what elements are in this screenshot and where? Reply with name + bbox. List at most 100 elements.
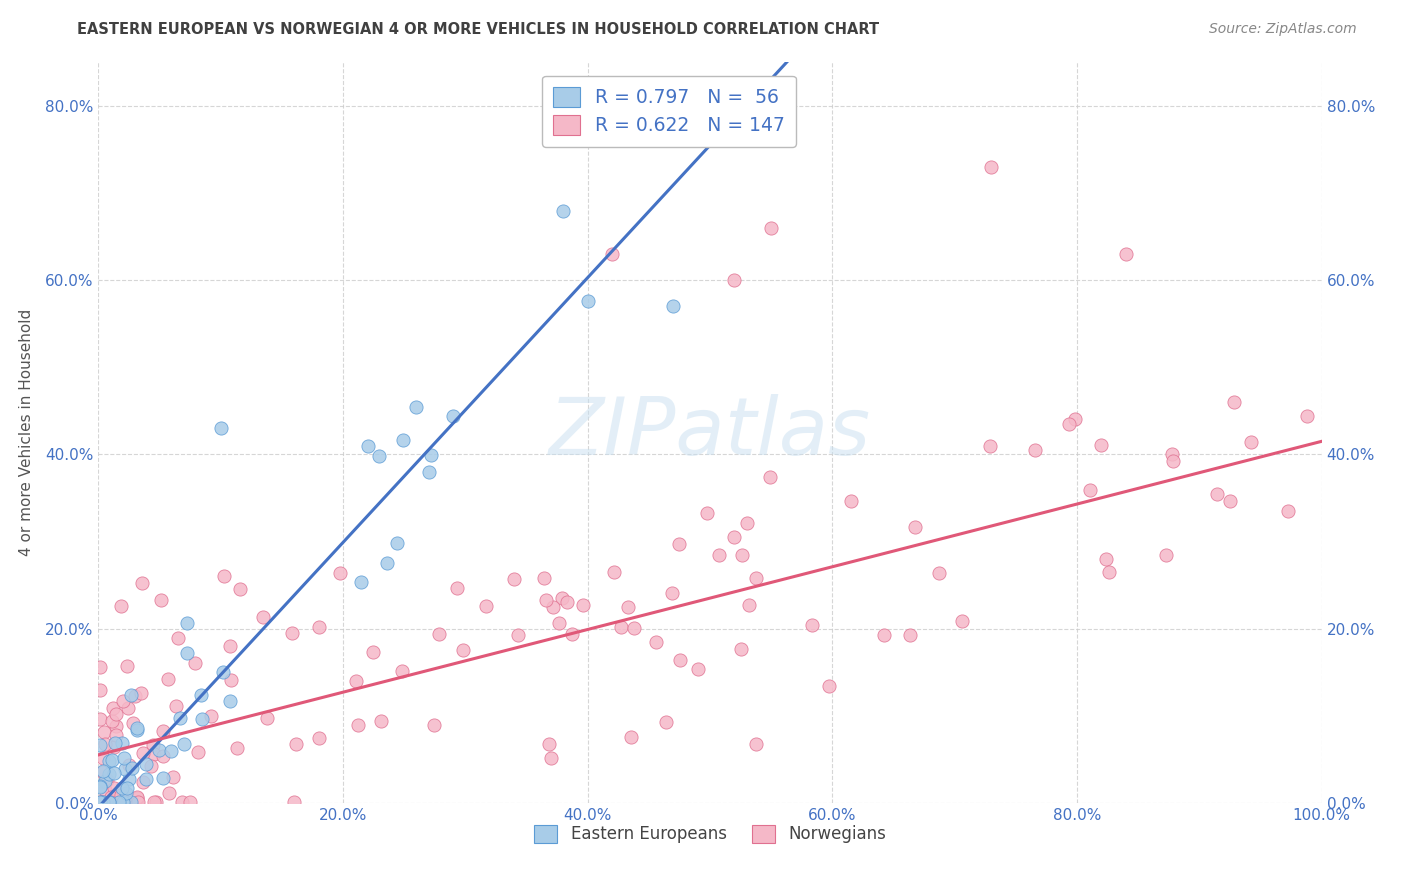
Point <box>1223 394 1246 409</box>
Text: EASTERN EUROPEAN VS NORWEGIAN 4 OR MORE VEHICLES IN HOUSEHOLD CORRELATION CHART: EASTERN EUROPEAN VS NORWEGIAN 4 OR MORE … <box>77 22 880 37</box>
Point <box>143 747 166 762</box>
Point <box>93 795 115 809</box>
Point <box>1024 442 1046 457</box>
Point <box>90 795 112 809</box>
Point <box>94 782 117 797</box>
Point <box>1057 417 1080 432</box>
Point <box>1063 411 1085 425</box>
Point <box>127 721 149 735</box>
Point <box>347 717 370 731</box>
Point <box>346 673 368 688</box>
Point <box>536 593 558 607</box>
Point <box>391 665 413 679</box>
Point <box>285 737 308 751</box>
Point <box>427 627 450 641</box>
Point <box>759 470 782 484</box>
Point <box>1296 409 1319 423</box>
Point <box>368 449 391 463</box>
Point <box>114 790 136 805</box>
Point <box>761 221 783 235</box>
Point <box>561 627 583 641</box>
Point <box>91 765 114 780</box>
Point <box>1154 548 1177 562</box>
Point <box>744 737 766 751</box>
Point <box>1098 565 1121 579</box>
Point <box>129 686 152 700</box>
Point <box>120 795 142 809</box>
Point <box>602 566 624 580</box>
Point <box>127 791 149 805</box>
Y-axis label: 4 or more Vehicles in Household: 4 or more Vehicles in Household <box>18 309 34 557</box>
Point <box>93 774 115 789</box>
Point <box>980 160 1002 174</box>
Point <box>117 701 139 715</box>
Point <box>100 790 122 805</box>
Point <box>551 591 574 605</box>
Point <box>159 744 181 758</box>
Point <box>170 795 193 809</box>
Point <box>1240 435 1263 450</box>
Point <box>623 621 645 635</box>
Point <box>229 582 252 597</box>
Point <box>152 771 174 785</box>
Point <box>117 659 139 673</box>
Point <box>502 572 524 586</box>
Point <box>668 653 690 667</box>
Point <box>1161 454 1184 468</box>
Point <box>127 723 149 737</box>
Point <box>418 465 440 479</box>
Point <box>1160 447 1182 461</box>
Point <box>127 795 149 809</box>
Point <box>127 790 149 805</box>
Point <box>97 795 120 809</box>
Point <box>89 683 111 698</box>
Point <box>898 628 921 642</box>
Point <box>730 641 752 656</box>
Point <box>212 569 235 583</box>
Point <box>548 616 571 631</box>
Point <box>576 293 599 308</box>
Point <box>225 740 247 755</box>
Point <box>709 548 731 562</box>
Point <box>350 574 373 589</box>
Point <box>169 711 191 725</box>
Point <box>661 585 683 599</box>
Point <box>928 566 950 580</box>
Point <box>200 709 222 723</box>
Point <box>89 712 111 726</box>
Point <box>112 751 135 765</box>
Point <box>392 434 415 448</box>
Point <box>256 711 278 725</box>
Point <box>1090 438 1112 452</box>
Point <box>110 736 132 750</box>
Point <box>385 536 408 550</box>
Point <box>101 701 124 715</box>
Point <box>688 662 710 676</box>
Point <box>190 688 212 702</box>
Point <box>143 795 166 809</box>
Point <box>114 762 136 776</box>
Point <box>162 770 184 784</box>
Point <box>218 640 240 654</box>
Point <box>696 506 718 520</box>
Point <box>96 773 118 788</box>
Point <box>89 780 111 794</box>
Point <box>89 739 111 753</box>
Point <box>103 780 125 795</box>
Point <box>110 788 132 802</box>
Point <box>98 795 121 809</box>
Point <box>1219 493 1241 508</box>
Point <box>89 795 111 809</box>
Point <box>112 693 135 707</box>
Point <box>93 751 115 765</box>
Point <box>100 795 122 809</box>
Point <box>152 724 174 739</box>
Point <box>110 599 132 613</box>
Point <box>571 599 593 613</box>
Point <box>124 689 146 703</box>
Point <box>375 556 398 570</box>
Point <box>451 642 474 657</box>
Point <box>103 765 125 780</box>
Point <box>89 795 111 809</box>
Point <box>600 247 623 261</box>
